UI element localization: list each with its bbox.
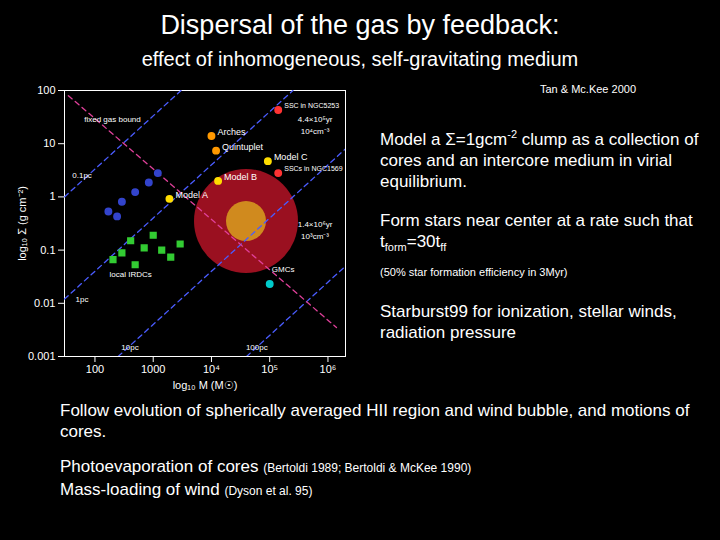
svg-text:100: 100 — [86, 363, 104, 375]
html-text:Model a Σ=1gcm-2clump as a col: Model a Σ=1gcm-2clump as a collection of… — [380, 128, 699, 191]
svg-text:GMCs: GMCs — [272, 265, 295, 274]
svg-text:0.1pc: 0.1pc — [72, 171, 92, 180]
svg-text:0.01: 0.01 — [34, 297, 55, 309]
html-text:effect of inhomogeneous, self-: effect of inhomogeneous, self-gravitatin… — [141, 48, 579, 70]
html-text:Dispersal of the gas by feedba: Dispersal of the gas by feedback: — [160, 10, 560, 40]
svg-text:100: 100 — [37, 84, 55, 96]
html-text:Starburst99 for ionization, st: Starburst99 for ionization, stellar wind… — [380, 302, 677, 342]
svg-text:fixed gas bound: fixed gas bound — [84, 115, 140, 124]
svg-text:0.001: 0.001 — [28, 350, 56, 362]
html-text:Form stars near center at a ra: Form stars near center at a rate such th… — [380, 210, 693, 253]
html-text:(50% star formation efficiency: (50% star formation efficiency in 3Myr) — [380, 266, 568, 278]
html-text:Photoevaporation of cores(Bert: Photoevaporation of cores(Bertoldi 1989;… — [60, 457, 472, 476]
svg-text:SSC in NGC5253: SSC in NGC5253 — [284, 102, 339, 109]
svg-text:4.4×10⁵yr: 4.4×10⁵yr — [298, 115, 333, 124]
html-text:Mass-loading of wind(Dyson et: Mass-loading of wind(Dyson et al. 95) — [60, 480, 313, 499]
svg-text:1000: 1000 — [141, 363, 165, 375]
svg-text:10⁵: 10⁵ — [261, 363, 278, 375]
html-text:Follow evolution of sphericall: Follow evolution of spherically averaged… — [60, 401, 690, 441]
svg-text:Model B: Model B — [224, 172, 257, 182]
svg-text:Model A: Model A — [175, 190, 208, 200]
svg-text:100pc: 100pc — [246, 343, 268, 352]
svg-text:0.1: 0.1 — [40, 244, 55, 256]
svg-text:10: 10 — [43, 137, 55, 149]
svg-text:10⁴cm⁻³: 10⁴cm⁻³ — [301, 127, 330, 136]
svg-text:Model C: Model C — [274, 152, 308, 162]
svg-text:10³cm⁻³: 10³cm⁻³ — [301, 232, 329, 241]
html-text:Tan & Mc.Kee 2000: Tan & Mc.Kee 2000 — [540, 83, 636, 95]
svg-text:SSCs in NGC1569: SSCs in NGC1569 — [284, 165, 342, 172]
svg-text:log₁₀ M (M☉): log₁₀ M (M☉) — [173, 379, 238, 391]
svg-text:Arches: Arches — [217, 127, 246, 137]
svg-text:Quintuplet: Quintuplet — [222, 142, 264, 152]
svg-text:1pc: 1pc — [76, 295, 89, 304]
svg-text:1.4×10⁶yr: 1.4×10⁶yr — [298, 220, 333, 229]
svg-text:local IRDCs: local IRDCs — [110, 270, 152, 279]
svg-text:1: 1 — [49, 190, 55, 202]
svg-text:10⁶: 10⁶ — [320, 363, 337, 375]
svg-text:log₁₀ Σ (g cm⁻²): log₁₀ Σ (g cm⁻²) — [16, 186, 28, 261]
svg-text:10pc: 10pc — [121, 343, 138, 352]
svg-text:10⁴: 10⁴ — [203, 363, 220, 375]
